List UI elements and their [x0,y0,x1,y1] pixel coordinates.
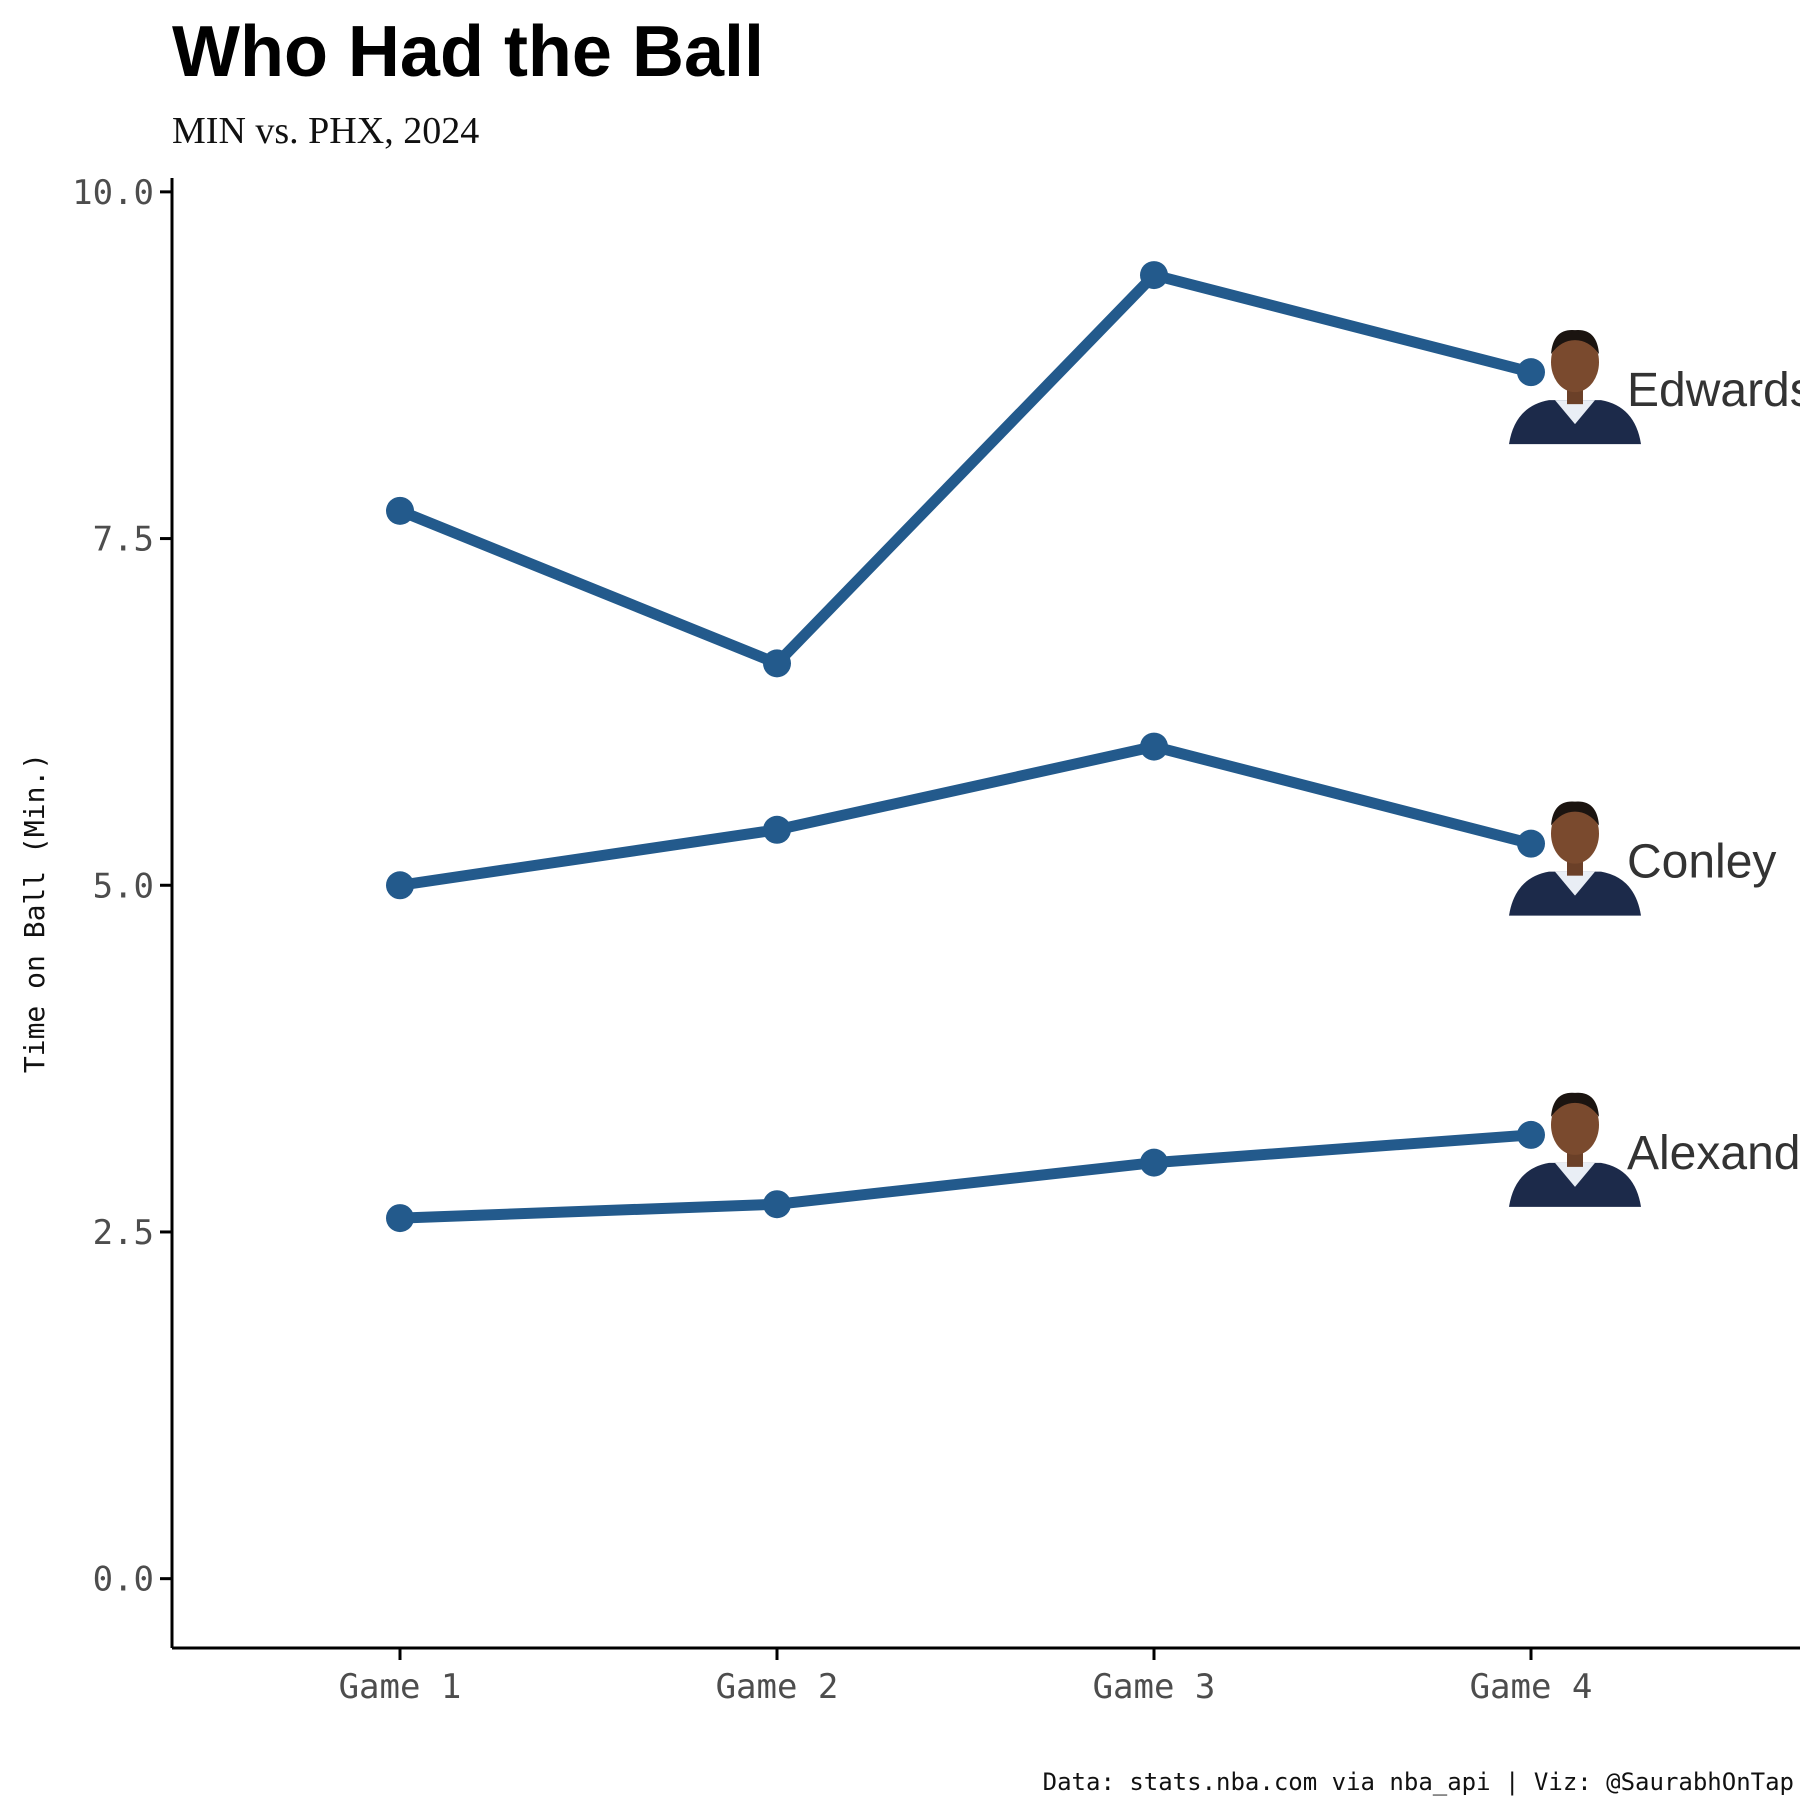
y-tick-label: 2.5 [93,1213,154,1253]
hair-shape [1551,330,1599,355]
data-point [763,815,791,844]
jersey-collar [1555,871,1595,896]
series-alexander: Alexander [386,1092,1800,1233]
series-conley: Conley [386,732,1776,916]
face-shape [1551,332,1599,393]
hair-shape [1551,801,1599,826]
x-tick-label: Game 2 [716,1667,839,1707]
data-point [763,1190,791,1219]
series-end-label: Edwards [1627,364,1800,417]
data-point [763,649,791,678]
face-shape [1551,803,1599,864]
player-avatar [1509,1092,1641,1207]
y-tick-label: 0.0 [93,1560,154,1600]
data-point [1517,358,1545,387]
data-point [386,496,414,525]
data-point [386,1204,414,1233]
y-tick-label: 10.0 [72,173,154,213]
hair-shape [1551,1092,1599,1117]
x-tick-label: Game 1 [339,1667,462,1707]
jersey-collar [1555,400,1595,425]
series-edwards: Edwards [386,261,1800,678]
series-end-label: Alexander [1627,1127,1800,1180]
axes [170,178,1800,1650]
series-end-label: Conley [1627,836,1776,889]
x-ticks: Game 1 Game 2 Game 3 Game 4 [339,1648,1593,1707]
series-layer: Edwards Conley Alexander [386,261,1800,1233]
data-point [386,871,414,900]
x-tick-label: Game 3 [1093,1667,1216,1707]
data-point [1517,829,1545,858]
y-ticks: 0.0 2.5 5.0 7.5 10.0 [72,173,172,1600]
data-point [1140,732,1168,761]
series-line [394,1129,1537,1224]
chart-subtitle: MIN vs. PHX, 2024 [172,110,479,152]
player-avatar [1509,801,1641,916]
y-axis-title: Time on Ball (Min.) [18,753,51,1073]
data-point [1140,1148,1168,1177]
player-avatar [1509,330,1641,445]
face-shape [1551,1094,1599,1155]
y-tick-label: 7.5 [93,520,154,560]
series-line [394,269,1537,669]
x-tick-label: Game 4 [1470,1667,1593,1707]
series-line [394,741,1537,891]
chart-title: Who Had the Ball [172,12,764,92]
y-tick-label: 5.0 [93,866,154,906]
chart-caption: Data: stats.nba.com via nba_api | Viz: @… [1043,1768,1794,1796]
data-point [1140,261,1168,290]
data-point [1517,1120,1545,1149]
jersey-collar [1555,1162,1595,1187]
